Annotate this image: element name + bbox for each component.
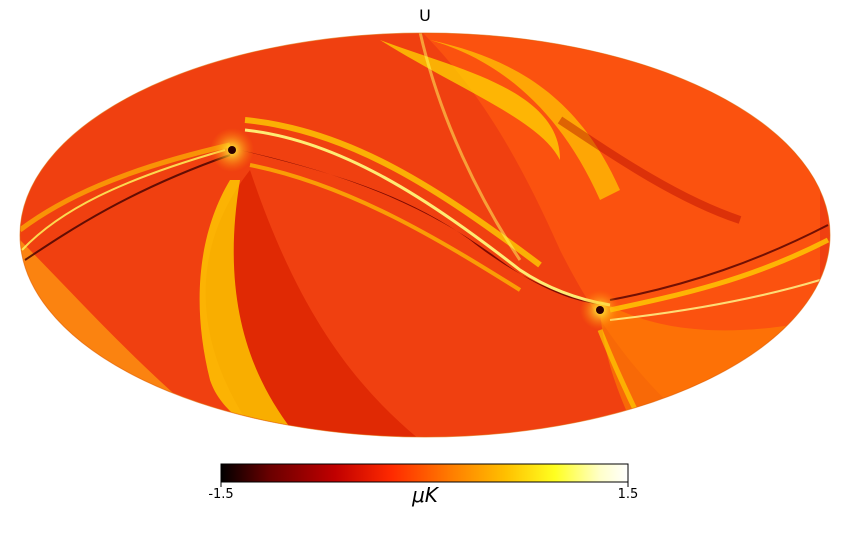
colorbar-max-label: 1.5 [617, 487, 639, 502]
colorbar [220, 463, 629, 483]
colorbar-min-label: -1.5 [208, 487, 234, 502]
colorbar-unit: μK [412, 483, 438, 507]
map-title: U [419, 6, 431, 25]
